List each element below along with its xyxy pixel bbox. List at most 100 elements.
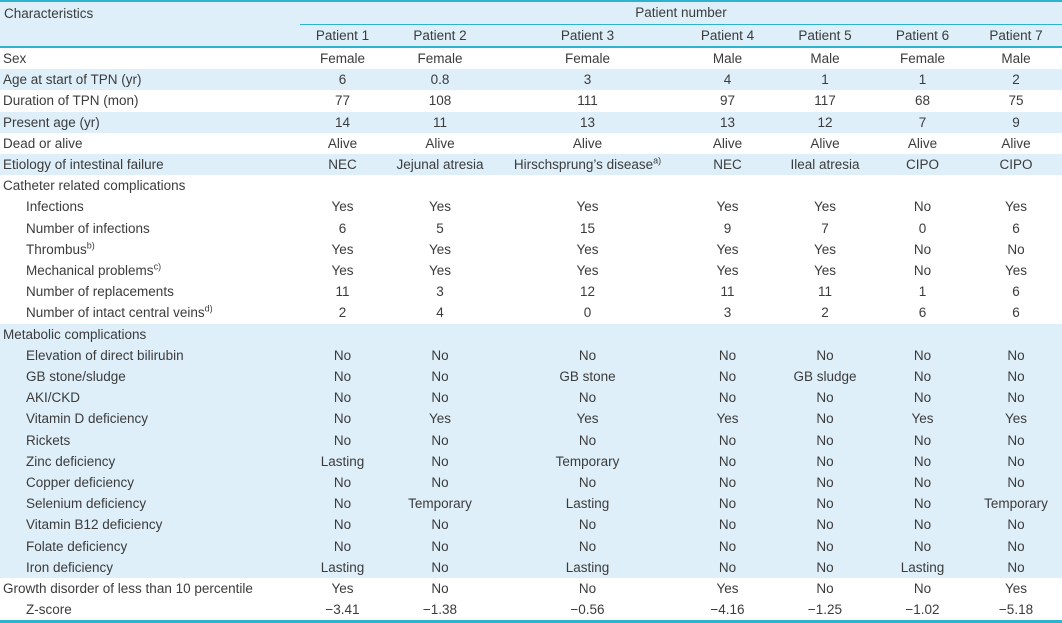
cell-value: No bbox=[431, 432, 449, 448]
table-row: Zinc deficiency Lasting No Temporary No No No N… bbox=[0, 450, 1062, 473]
cell-value: 12 bbox=[817, 114, 833, 130]
table-row: Duration of TPN (mon) 77 108 111 97 117 68 75 bbox=[0, 90, 1062, 111]
cell-value: Yes bbox=[576, 263, 599, 279]
table-row: Growth disorder of less than 10 percenti… bbox=[0, 578, 1062, 599]
cell-value bbox=[495, 324, 680, 345]
cell-value: 13 bbox=[719, 114, 736, 130]
cell-value: Yes bbox=[428, 263, 452, 279]
row-label: Vitamin B12 deficiency bbox=[26, 517, 163, 533]
cell-value: No bbox=[578, 475, 597, 491]
cell-value: Yes bbox=[911, 411, 934, 427]
row-label: Etiology of intestinal failure bbox=[3, 157, 164, 173]
cell-value: No bbox=[718, 347, 737, 363]
cell-value: No bbox=[431, 538, 449, 554]
cell-value: No bbox=[718, 369, 737, 385]
cell-value: No bbox=[913, 453, 932, 469]
cell-value: 75 bbox=[1008, 93, 1024, 109]
cell-value: 7 bbox=[918, 114, 927, 130]
cell-value: NEC bbox=[713, 157, 742, 173]
table-row: Copper deficiency No No No No No No No bbox=[0, 472, 1062, 494]
cell-value: Yes bbox=[1004, 581, 1028, 597]
cell-value: Female bbox=[319, 51, 365, 66]
table-row: Catheter related complications bbox=[0, 175, 1062, 196]
column-header: Patient 5 bbox=[775, 24, 875, 48]
cell-value: No bbox=[1007, 432, 1025, 448]
cell-value: Lasting bbox=[900, 559, 945, 575]
cell-value: Yes bbox=[331, 199, 354, 215]
table-header: Characteristics Patient number Patient 1… bbox=[0, 1, 1062, 48]
cell-value: 97 bbox=[719, 93, 736, 109]
cell-value: Yes bbox=[576, 199, 599, 215]
cell-value: CIPO bbox=[999, 157, 1033, 173]
cell-value: 1 bbox=[918, 72, 927, 88]
cell-value bbox=[385, 324, 495, 345]
cell-value: No bbox=[1007, 453, 1025, 469]
table-row: Rickets No No No No No No No bbox=[0, 429, 1062, 451]
cell-value bbox=[970, 175, 1062, 196]
cell-value bbox=[680, 324, 775, 345]
cell-value: 11 bbox=[720, 284, 735, 300]
cell-value: 7 bbox=[821, 220, 829, 236]
cell-value: No bbox=[578, 390, 597, 406]
row-label: Mechanical problemsc) bbox=[26, 261, 162, 279]
cell-value: 3 bbox=[723, 305, 732, 321]
cell-value bbox=[680, 175, 775, 196]
cell-value: No bbox=[816, 496, 834, 512]
cell-value bbox=[495, 175, 680, 196]
table-row: Vitamin B12 deficiency No No No No No No No bbox=[0, 514, 1062, 536]
cell-value: No bbox=[333, 411, 352, 427]
cell-value: No bbox=[816, 475, 834, 491]
cell-value: −1.38 bbox=[422, 602, 458, 618]
cell-value: 6 bbox=[338, 220, 347, 236]
cell-value: No bbox=[816, 517, 834, 533]
cell-value: Ileal atresia bbox=[790, 157, 860, 173]
cell-value: No bbox=[913, 369, 932, 385]
cell-value: No bbox=[578, 432, 597, 448]
cell-value: 11 bbox=[432, 114, 447, 130]
table-row: Sex Female Female Female Male Male Female Male bbox=[0, 47, 1062, 69]
cell-value: 111 bbox=[577, 93, 598, 109]
cell-value bbox=[300, 324, 385, 345]
cell-value: −3.41 bbox=[325, 602, 360, 618]
cell-value: No bbox=[431, 390, 449, 406]
cell-value: Yes bbox=[331, 241, 354, 257]
cell-value: Alive bbox=[712, 135, 743, 151]
table-row: Iron deficiency Lasting No Lasting No No Lasti… bbox=[0, 556, 1062, 579]
table-row: Etiology of intestinal failure NEC Jejunal… bbox=[0, 154, 1062, 176]
cell-value: No bbox=[1007, 347, 1025, 363]
row-label: Vitamin D deficiency bbox=[26, 411, 149, 427]
cell-value: No bbox=[913, 263, 932, 279]
cell-value: No bbox=[913, 475, 932, 491]
row-label: Age at start of TPN (yr) bbox=[3, 72, 142, 88]
cell-value: 117 bbox=[814, 93, 836, 109]
row-label: AKI/CKD bbox=[26, 390, 81, 406]
cell-value: 0 bbox=[918, 220, 927, 236]
cell-value: Yes bbox=[1004, 411, 1028, 427]
cell-value: Male bbox=[810, 51, 840, 66]
cell-value: No bbox=[333, 347, 352, 363]
row-label: Number of infections bbox=[26, 220, 150, 236]
cell-value: No bbox=[913, 496, 932, 512]
table-row: GB stone/sludge No No GB stone No GB sludge No… bbox=[0, 366, 1062, 388]
cell-value bbox=[875, 324, 970, 345]
cell-value: Yes bbox=[716, 199, 739, 215]
cell-value: 5 bbox=[436, 220, 444, 236]
cell-value: No bbox=[816, 453, 834, 469]
cell-value: 6 bbox=[918, 305, 927, 321]
cell-value: No bbox=[431, 369, 449, 385]
cell-value: No bbox=[1007, 475, 1025, 491]
cell-value: No bbox=[333, 496, 352, 512]
cell-value: −1.02 bbox=[905, 602, 940, 618]
cell-value: Temporary bbox=[408, 496, 472, 512]
column-header: Patient 6 bbox=[875, 24, 970, 48]
cell-value: GB stone bbox=[559, 369, 616, 385]
row-label: Infections bbox=[26, 199, 84, 215]
cell-value: Male bbox=[1001, 51, 1031, 66]
group-header-row: Characteristics Patient number bbox=[0, 1, 1062, 48]
cell-value: Temporary bbox=[984, 496, 1048, 512]
cell-value bbox=[875, 175, 970, 196]
cell-value: Lasting bbox=[565, 496, 610, 512]
column-header: Patient 7 bbox=[970, 24, 1062, 48]
table-row: Z-score −3.41 −1.38 −0.56 −4.16 −1.25 −1.02 −5.… bbox=[0, 599, 1062, 622]
cell-value: −5.18 bbox=[998, 602, 1034, 618]
